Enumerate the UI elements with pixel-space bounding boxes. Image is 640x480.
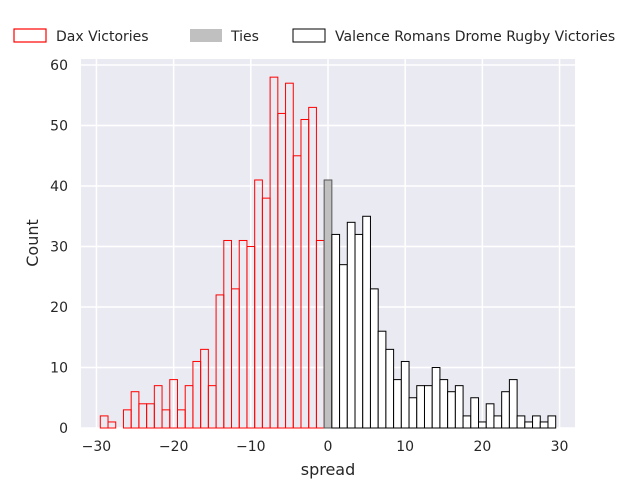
x-tick-label: 0 xyxy=(324,439,333,455)
plot-area: −30 −20 −10 0 10 20 30 0 10 20 30 40 50 60 xyxy=(50,58,575,455)
legend-label-ties: Ties xyxy=(230,29,259,45)
histogram-bar-series-2 xyxy=(508,379,518,429)
histogram-bar-series-2 xyxy=(408,397,418,429)
histogram-bar-series-2 xyxy=(431,367,441,429)
histogram-bar-series-0 xyxy=(169,379,178,429)
histogram-bar-series-2 xyxy=(369,288,379,429)
histogram-bar-series-2 xyxy=(454,385,464,429)
histogram-bar-series-2 xyxy=(532,415,541,429)
histogram-bar-series-2 xyxy=(400,360,410,429)
histogram-bar-series-2 xyxy=(493,415,503,429)
x-tick-label: 20 xyxy=(473,439,491,455)
x-tick-label: −30 xyxy=(82,439,112,455)
legend: Dax Victories Ties Valence Romans Drome … xyxy=(13,28,615,45)
histogram-bar-series-2 xyxy=(447,391,456,429)
y-axis-label: Count xyxy=(23,219,42,267)
histogram-bar-series-2 xyxy=(547,415,557,429)
y-tick-label: 40 xyxy=(50,179,68,195)
x-tick-label: −10 xyxy=(236,439,266,455)
legend-swatch-dax xyxy=(13,28,47,43)
y-tick-label: 0 xyxy=(59,421,68,437)
y-tick-label: 30 xyxy=(50,240,68,256)
y-tick-label: 10 xyxy=(50,361,68,377)
histogram-bar-series-2 xyxy=(346,221,356,429)
histogram-bar-series-2 xyxy=(501,391,510,429)
histogram-bar-series-2 xyxy=(377,330,387,429)
histogram-bar-series-2 xyxy=(354,233,364,429)
legend-swatch-ties xyxy=(190,29,222,42)
histogram-bar-series-2 xyxy=(423,385,433,429)
histogram-bar-series-2 xyxy=(539,421,549,429)
histogram-bar-series-2 xyxy=(331,233,341,429)
histogram-bar-series-2 xyxy=(416,385,425,429)
y-tick-label: 50 xyxy=(50,119,68,135)
y-tick-label: 20 xyxy=(50,300,68,316)
histogram-bar-series-2 xyxy=(485,403,495,429)
histogram-bar-series-2 xyxy=(462,415,472,429)
x-tick-label: 30 xyxy=(551,439,569,455)
histogram-bar-series-2 xyxy=(470,397,480,429)
x-tick-label: 10 xyxy=(396,439,414,455)
histogram-bar-series-2 xyxy=(516,415,526,429)
histogram-bar-series-2 xyxy=(439,379,449,429)
x-tick-label: −20 xyxy=(159,439,189,455)
histogram-bar-series-0 xyxy=(107,421,117,429)
legend-swatch-valence xyxy=(292,28,326,43)
histogram-bar-series-2 xyxy=(393,379,402,429)
histogram-bar-series-2 xyxy=(524,421,534,429)
legend-label-valence: Valence Romans Drome Rugby Victories xyxy=(335,29,615,45)
x-axis-label: spread xyxy=(301,460,356,479)
y-tick-label: 60 xyxy=(50,58,68,74)
histogram-bar-series-2 xyxy=(478,421,487,429)
histogram-bar-series-1 xyxy=(323,179,333,429)
histogram-bar-series-2 xyxy=(385,348,395,429)
histogram-bar-series-2 xyxy=(362,215,371,429)
legend-label-dax: Dax Victories xyxy=(56,29,149,45)
histogram-bar-series-2 xyxy=(339,264,348,429)
histogram-bar-series-0 xyxy=(153,385,163,429)
